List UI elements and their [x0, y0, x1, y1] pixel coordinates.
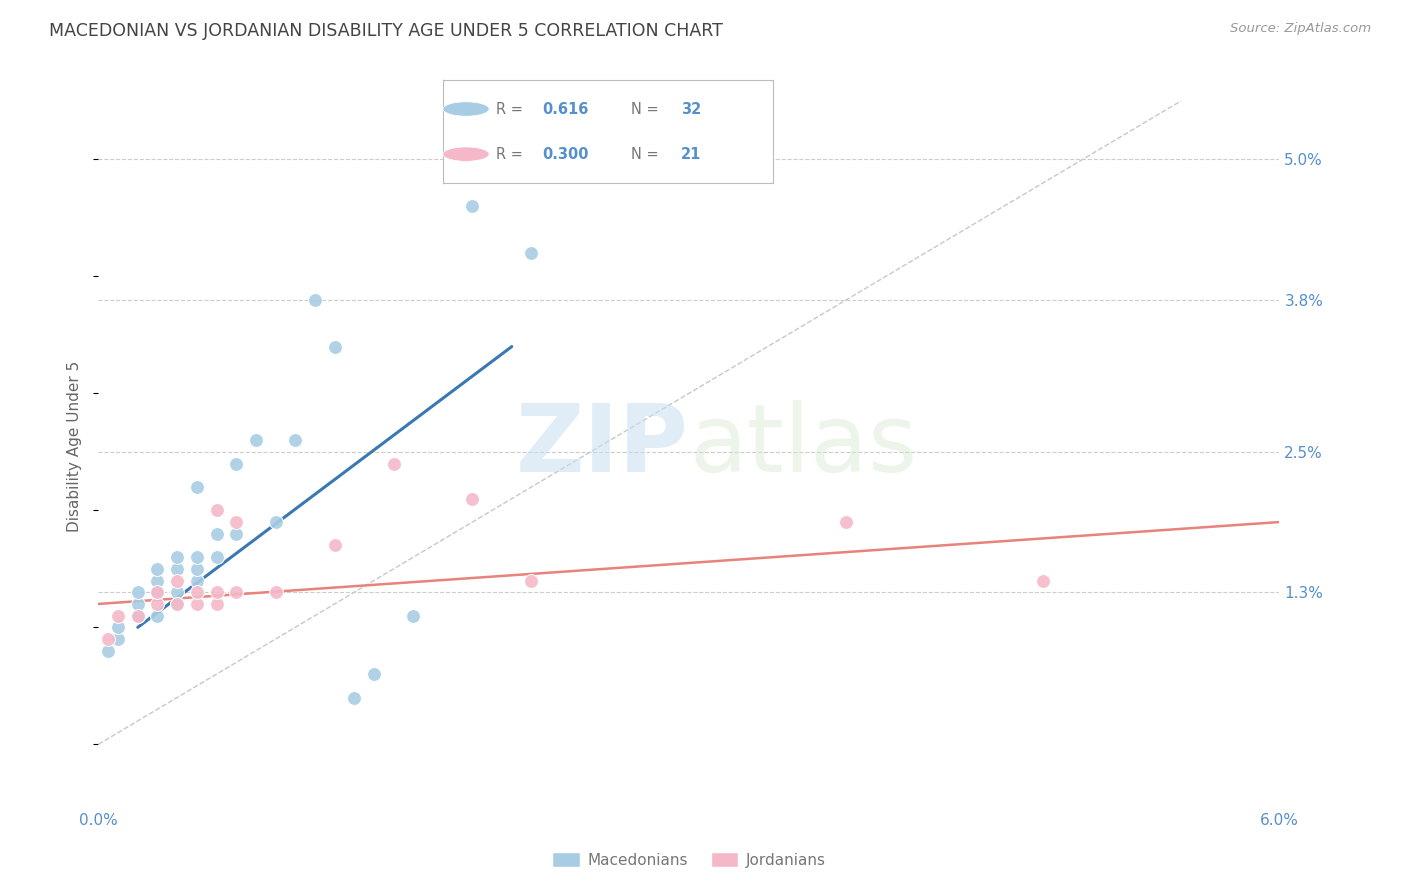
Point: [107, 632, 129, 646]
Point: [166, 562, 188, 576]
Text: 32: 32: [681, 102, 702, 117]
Y-axis label: Disability Age Under 5: Disability Age Under 5: [67, 360, 83, 532]
Point: [146, 585, 169, 599]
Point: [835, 515, 858, 529]
Point: [166, 550, 188, 565]
Point: [225, 457, 247, 471]
Point: [520, 574, 543, 588]
Point: [127, 597, 149, 611]
Text: N =: N =: [631, 102, 664, 117]
Point: [205, 526, 228, 541]
Point: [146, 608, 169, 623]
Point: [205, 585, 228, 599]
Point: [323, 538, 346, 552]
Point: [186, 550, 208, 565]
Point: [382, 457, 405, 471]
Point: [97, 632, 120, 646]
Point: [520, 246, 543, 260]
Point: [186, 574, 208, 588]
Point: [146, 574, 169, 588]
Point: [146, 562, 169, 576]
Text: ZIP: ZIP: [516, 400, 689, 492]
Point: [146, 597, 169, 611]
Point: [363, 667, 385, 681]
Point: [127, 608, 149, 623]
Point: [461, 199, 484, 213]
Circle shape: [443, 147, 489, 161]
Point: [225, 585, 247, 599]
Point: [97, 644, 120, 658]
Point: [186, 480, 208, 494]
Text: MACEDONIAN VS JORDANIAN DISABILITY AGE UNDER 5 CORRELATION CHART: MACEDONIAN VS JORDANIAN DISABILITY AGE U…: [49, 22, 723, 40]
Text: R =: R =: [496, 146, 527, 161]
Legend: Macedonians, Jordanians: Macedonians, Jordanians: [546, 846, 832, 873]
Text: N =: N =: [631, 146, 664, 161]
Point: [264, 515, 287, 529]
Circle shape: [443, 102, 489, 116]
Point: [205, 503, 228, 517]
Point: [186, 597, 208, 611]
Point: [284, 433, 307, 447]
Point: [304, 293, 326, 307]
Point: [166, 597, 188, 611]
Point: [225, 515, 247, 529]
Point: [186, 562, 208, 576]
Point: [245, 433, 267, 447]
Point: [127, 585, 149, 599]
Point: [166, 585, 188, 599]
Text: 21: 21: [681, 146, 702, 161]
Point: [166, 574, 188, 588]
Point: [186, 585, 208, 599]
Point: [205, 597, 228, 611]
Point: [166, 597, 188, 611]
Point: [461, 491, 484, 506]
Text: atlas: atlas: [689, 400, 917, 492]
Point: [127, 608, 149, 623]
Text: 0.616: 0.616: [543, 102, 588, 117]
Text: 0.300: 0.300: [543, 146, 589, 161]
Text: R =: R =: [496, 102, 527, 117]
Point: [205, 550, 228, 565]
Point: [225, 526, 247, 541]
Point: [323, 340, 346, 354]
Point: [146, 585, 169, 599]
Text: Source: ZipAtlas.com: Source: ZipAtlas.com: [1230, 22, 1371, 36]
Point: [264, 585, 287, 599]
Point: [107, 608, 129, 623]
Point: [1032, 574, 1054, 588]
Point: [402, 608, 425, 623]
Point: [343, 690, 366, 705]
Point: [107, 620, 129, 634]
